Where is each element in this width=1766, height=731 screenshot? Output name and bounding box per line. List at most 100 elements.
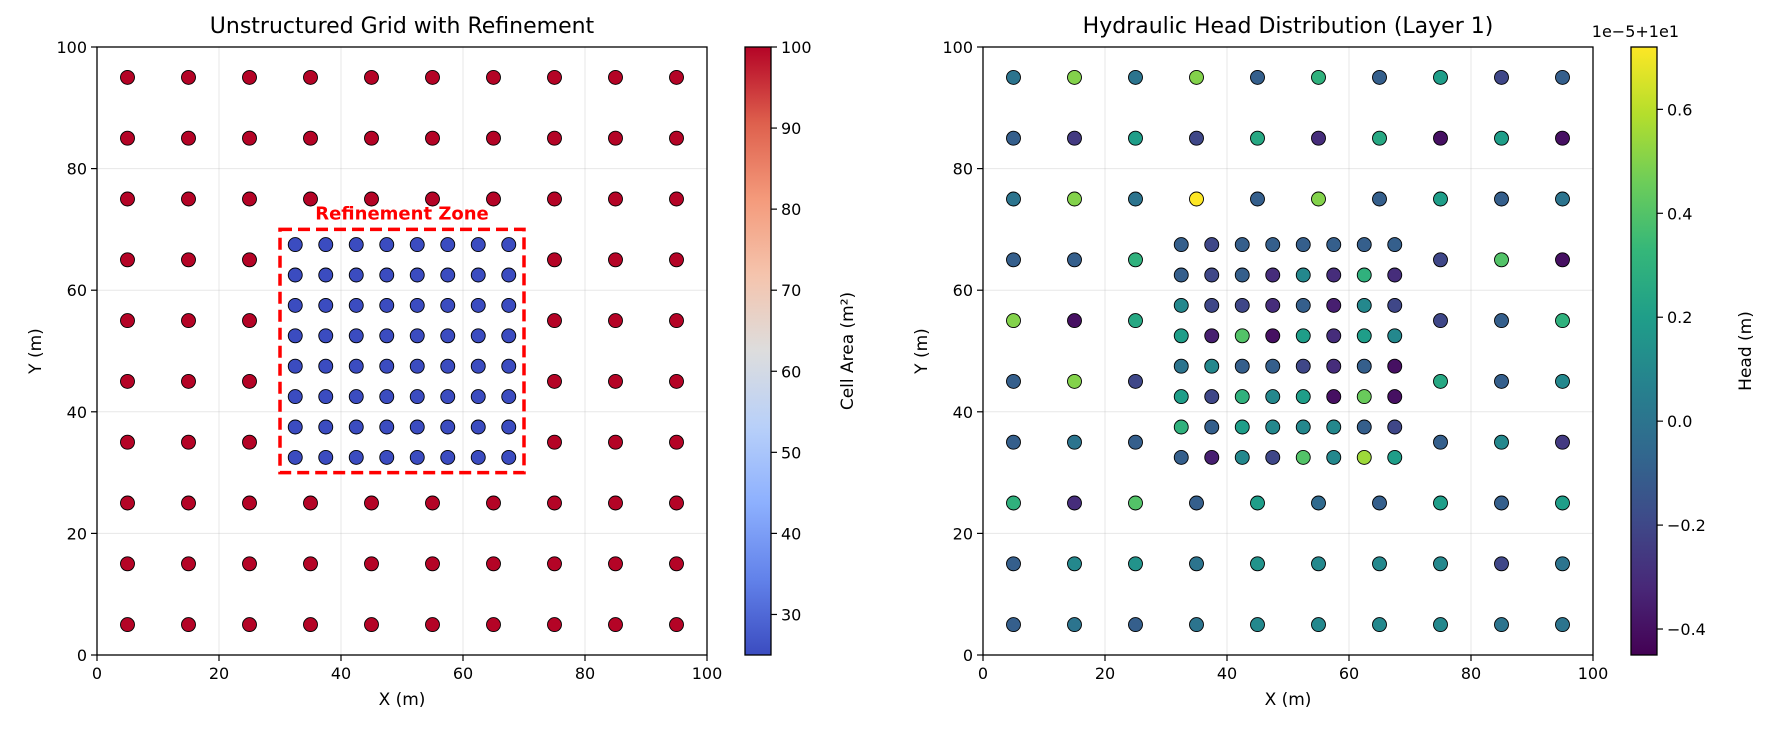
- colorbar-tick-label: 0.2: [1667, 308, 1692, 327]
- head-point: [1067, 434, 1082, 450]
- refined-cell-point: [501, 267, 517, 283]
- refined-cell-point: [440, 358, 456, 374]
- coarse-cell-point: [303, 130, 318, 146]
- head-point: [1250, 617, 1265, 633]
- refined-cell-point: [379, 389, 395, 405]
- coarse-cell-point: [547, 69, 562, 85]
- colorbar-tick-label: 40: [781, 524, 801, 543]
- head-point: [1189, 69, 1204, 85]
- refined-cell-point: [501, 328, 517, 344]
- head-point-refined: [1204, 358, 1220, 374]
- coarse-cell-point: [181, 313, 196, 329]
- coarse-cell-point: [547, 313, 562, 329]
- refined-cell-point: [348, 328, 364, 344]
- y-tick-label: 20: [67, 524, 87, 543]
- head-point: [1433, 313, 1448, 329]
- head-point: [1067, 313, 1082, 329]
- refinement-zone-box: [278, 227, 526, 475]
- coarse-cell-point: [669, 313, 684, 329]
- coarse-cell-point: [181, 252, 196, 268]
- head-point: [1128, 313, 1143, 329]
- coarse-cell-point: [608, 617, 623, 633]
- head-point: [1372, 495, 1387, 511]
- head-point: [1311, 130, 1326, 146]
- refined-cell-point: [501, 389, 517, 405]
- coarse-cell-point: [120, 191, 135, 207]
- x-axis-label: X (m): [379, 690, 426, 710]
- coarse-cell-point: [242, 191, 257, 207]
- refined-cell-point: [470, 267, 486, 283]
- coarse-cell-point: [547, 130, 562, 146]
- head-point: [1189, 495, 1204, 511]
- coarse-cell-point: [364, 69, 379, 85]
- refined-cell-point: [440, 419, 456, 435]
- coarse-cell-point: [364, 495, 379, 511]
- colorbar: −0.4 −0.2 0.0 0.2 0.4 0.6 Head (m) 1e−5+1e1: [1592, 22, 1756, 656]
- head-point-refined: [1204, 297, 1220, 313]
- head-point: [1494, 252, 1509, 268]
- x-tick-label: 20: [209, 664, 229, 683]
- head-point: [1311, 69, 1326, 85]
- head-point: [1128, 373, 1143, 389]
- head-point-refined: [1387, 297, 1403, 313]
- head-point-refined: [1295, 328, 1311, 344]
- coarse-cell-point: [120, 495, 135, 511]
- head-point-refined: [1295, 267, 1311, 283]
- head-point-refined: [1204, 328, 1220, 344]
- refined-cell-point: [470, 237, 486, 253]
- coarse-cell-point: [181, 556, 196, 572]
- colorbar-tick-label: −0.4: [1667, 620, 1706, 639]
- coarse-cell-point: [242, 69, 257, 85]
- head-point: [1189, 130, 1204, 146]
- coarse-cell-point: [242, 252, 257, 268]
- refined-cell-point: [287, 328, 303, 344]
- coarse-cell-point: [303, 191, 318, 207]
- head-point: [1189, 617, 1204, 633]
- head-point-refined: [1295, 419, 1311, 435]
- y-tick-label: 60: [953, 281, 973, 300]
- axis-ticks: 0 20 40 60 80 100 0 20 40 60 80 100: [942, 38, 1608, 683]
- head-point: [1067, 495, 1082, 511]
- head-point-refined: [1173, 297, 1189, 313]
- head-point: [1494, 313, 1509, 329]
- refined-cell-point: [348, 358, 364, 374]
- refined-cell-point: [501, 297, 517, 313]
- colorbar-frame: [1630, 46, 1658, 656]
- refined-cell-point: [409, 389, 425, 405]
- refined-cell-point: [318, 389, 334, 405]
- refined-cell-point: [379, 358, 395, 374]
- coarse-cell-point: [669, 617, 684, 633]
- head-point: [1433, 373, 1448, 389]
- head-point: [1555, 617, 1570, 633]
- coarse-cell-point: [669, 373, 684, 389]
- head-point: [1250, 495, 1265, 511]
- head-point: [1555, 130, 1570, 146]
- refined-cell-point: [409, 237, 425, 253]
- coarse-cell-point: [669, 130, 684, 146]
- x-axis-label: X (m): [1265, 690, 1312, 710]
- y-tick-label: 80: [953, 160, 973, 179]
- head-point-refined: [1173, 419, 1189, 435]
- head-point: [1128, 495, 1143, 511]
- head-point-refined: [1387, 389, 1403, 405]
- refined-cell-point: [348, 237, 364, 253]
- head-point-refined: [1204, 267, 1220, 283]
- x-tick-label: 20: [1095, 664, 1115, 683]
- head-point-refined: [1234, 267, 1250, 283]
- coarse-cell-point: [547, 191, 562, 207]
- head-point-refined: [1265, 419, 1281, 435]
- coarse-cell-point: [547, 556, 562, 572]
- coarse-cell-point: [486, 617, 501, 633]
- head-point-refined: [1356, 389, 1372, 405]
- refined-cell-point: [287, 358, 303, 374]
- head-point: [1250, 130, 1265, 146]
- refined-cell-point: [379, 267, 395, 283]
- head-point: [1250, 191, 1265, 207]
- head-point: [1128, 130, 1143, 146]
- head-point: [1494, 373, 1509, 389]
- coarse-cell-point: [425, 191, 440, 207]
- colorbar-offset-text: 1e−5+1e1: [1592, 22, 1679, 41]
- colorbar-tick-label: 50: [781, 443, 801, 462]
- coarse-cell-point: [364, 556, 379, 572]
- coarse-cell-point: [547, 617, 562, 633]
